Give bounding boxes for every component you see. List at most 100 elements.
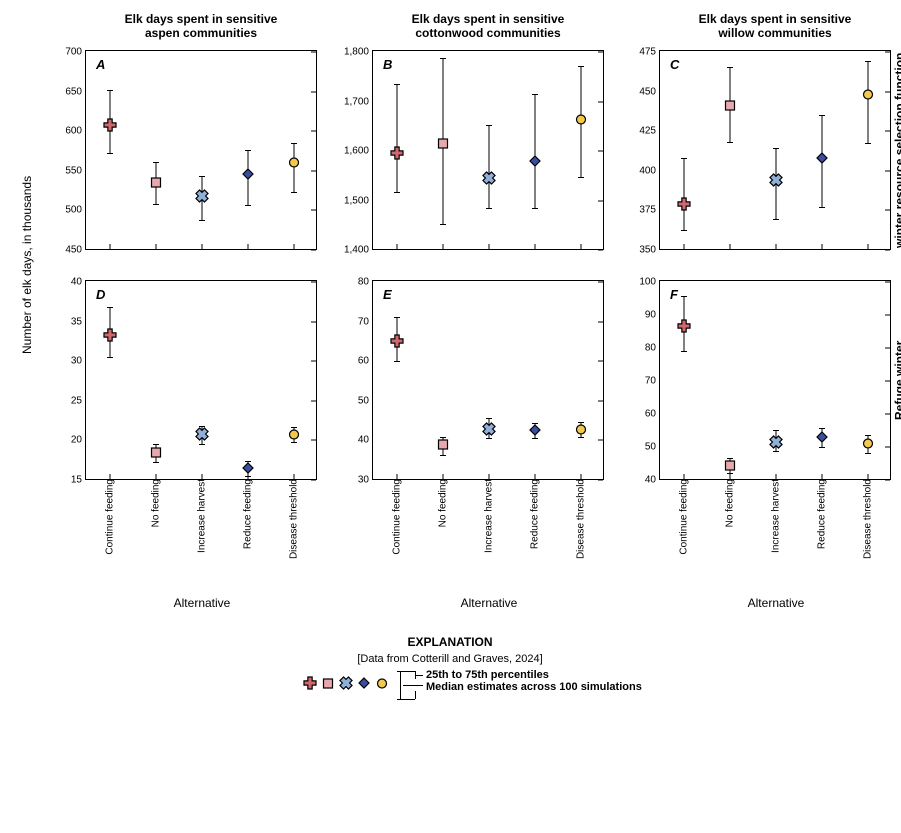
xtick-label: No feeding bbox=[151, 479, 162, 531]
ytick-mark bbox=[885, 348, 890, 349]
ytick-mark bbox=[885, 91, 890, 92]
ytick-mark bbox=[598, 440, 603, 441]
ytick-label: 450 bbox=[65, 245, 86, 256]
ytick-label: 30 bbox=[358, 475, 373, 486]
ytick-label: 70 bbox=[358, 316, 373, 327]
panel-letter: C bbox=[670, 57, 679, 72]
ytick-mark bbox=[885, 210, 890, 211]
marker-harvest bbox=[770, 173, 782, 191]
ytick-label: 80 bbox=[358, 277, 373, 288]
column-title: Elk days spent in sensitive aspen commun… bbox=[71, 12, 331, 41]
ytick-mark bbox=[885, 250, 890, 251]
figure-stage: Elk days spent in sensitive aspen commun… bbox=[0, 0, 901, 833]
ytick-label: 425 bbox=[639, 126, 660, 137]
error-cap bbox=[291, 192, 297, 193]
error-cap bbox=[486, 208, 492, 209]
error-bar bbox=[684, 158, 685, 231]
ytick-mark bbox=[311, 170, 316, 171]
error-bar bbox=[535, 94, 536, 209]
legend-bracket bbox=[415, 675, 423, 676]
ytick-label: 700 bbox=[65, 47, 86, 58]
xtick-label: Disease threshold bbox=[289, 479, 300, 563]
marker-disease bbox=[863, 87, 874, 105]
marker-nofeed bbox=[151, 175, 162, 193]
error-cap bbox=[681, 351, 687, 352]
marker-continue bbox=[678, 197, 690, 215]
ytick-label: 650 bbox=[65, 86, 86, 97]
ytick-mark bbox=[598, 282, 603, 283]
xtick-mark bbox=[581, 244, 582, 249]
legend-marker-harvest bbox=[340, 676, 352, 694]
error-cap bbox=[727, 142, 733, 143]
xtick-label: No feeding bbox=[725, 479, 736, 531]
error-cap bbox=[865, 143, 871, 144]
ytick-label: 550 bbox=[65, 165, 86, 176]
marker-disease bbox=[576, 422, 587, 440]
error-cap bbox=[199, 176, 205, 177]
ytick-mark bbox=[311, 52, 316, 53]
ytick-label: 475 bbox=[639, 47, 660, 58]
ytick-label: 1,700 bbox=[344, 96, 373, 107]
x-axis-label: Alternative bbox=[86, 596, 318, 610]
error-cap bbox=[773, 219, 779, 220]
marker-disease bbox=[289, 155, 300, 173]
xtick-mark bbox=[684, 244, 685, 249]
error-cap bbox=[153, 204, 159, 205]
marker-reduce bbox=[529, 423, 541, 441]
ytick-mark bbox=[311, 321, 316, 322]
ytick-label: 40 bbox=[358, 435, 373, 446]
error-cap bbox=[486, 125, 492, 126]
ytick-label: 50 bbox=[645, 442, 660, 453]
panel-c: C350375400425450475 bbox=[659, 50, 891, 250]
marker-nofeed bbox=[725, 98, 736, 116]
marker-continue bbox=[678, 319, 690, 337]
error-cap bbox=[107, 357, 113, 358]
marker-nofeed bbox=[151, 445, 162, 463]
explanation-subtitle: [Data from Cotterill and Graves, 2024] bbox=[300, 653, 600, 665]
ytick-mark bbox=[885, 480, 890, 481]
ytick-mark bbox=[598, 200, 603, 201]
ytick-mark bbox=[598, 151, 603, 152]
error-cap bbox=[153, 162, 159, 163]
xtick-label: Continue feeding bbox=[679, 479, 690, 559]
ytick-mark bbox=[311, 131, 316, 132]
panel-letter: E bbox=[383, 287, 392, 302]
error-cap bbox=[578, 177, 584, 178]
error-cap bbox=[486, 418, 492, 419]
marker-disease bbox=[289, 427, 300, 445]
marker-disease bbox=[863, 436, 874, 454]
ytick-label: 375 bbox=[639, 205, 660, 216]
marker-continue bbox=[104, 118, 116, 136]
ytick-mark bbox=[885, 414, 890, 415]
ytick-mark bbox=[311, 282, 316, 283]
xtick-label: Increase harvest bbox=[197, 479, 208, 557]
ytick-label: 20 bbox=[71, 435, 86, 446]
error-cap bbox=[532, 94, 538, 95]
ytick-label: 40 bbox=[71, 277, 86, 288]
legend-marker-reduce bbox=[358, 676, 370, 694]
error-cap bbox=[681, 296, 687, 297]
ytick-label: 450 bbox=[639, 86, 660, 97]
column-title: Elk days spent in sensitive willow commu… bbox=[645, 12, 901, 41]
ytick-label: 1,800 bbox=[344, 47, 373, 58]
ytick-mark bbox=[885, 131, 890, 132]
ytick-mark bbox=[885, 381, 890, 382]
xtick-label: Increase harvest bbox=[484, 479, 495, 557]
ytick-label: 30 bbox=[71, 356, 86, 367]
xtick-mark bbox=[535, 244, 536, 249]
marker-harvest bbox=[483, 171, 495, 189]
ytick-label: 60 bbox=[358, 356, 373, 367]
error-cap bbox=[819, 115, 825, 116]
panel-d: D152025303540Continue feedingNo feedingI… bbox=[85, 280, 317, 480]
error-cap bbox=[578, 66, 584, 67]
ytick-mark bbox=[598, 361, 603, 362]
ytick-label: 50 bbox=[358, 395, 373, 406]
marker-disease bbox=[576, 112, 587, 130]
column-title: Elk days spent in sensitive cottonwood c… bbox=[358, 12, 618, 41]
xtick-mark bbox=[443, 244, 444, 249]
legend-bracket bbox=[403, 699, 415, 700]
ytick-mark bbox=[885, 52, 890, 53]
xtick-mark bbox=[397, 244, 398, 249]
panel-letter: D bbox=[96, 287, 105, 302]
ytick-label: 80 bbox=[645, 343, 660, 354]
